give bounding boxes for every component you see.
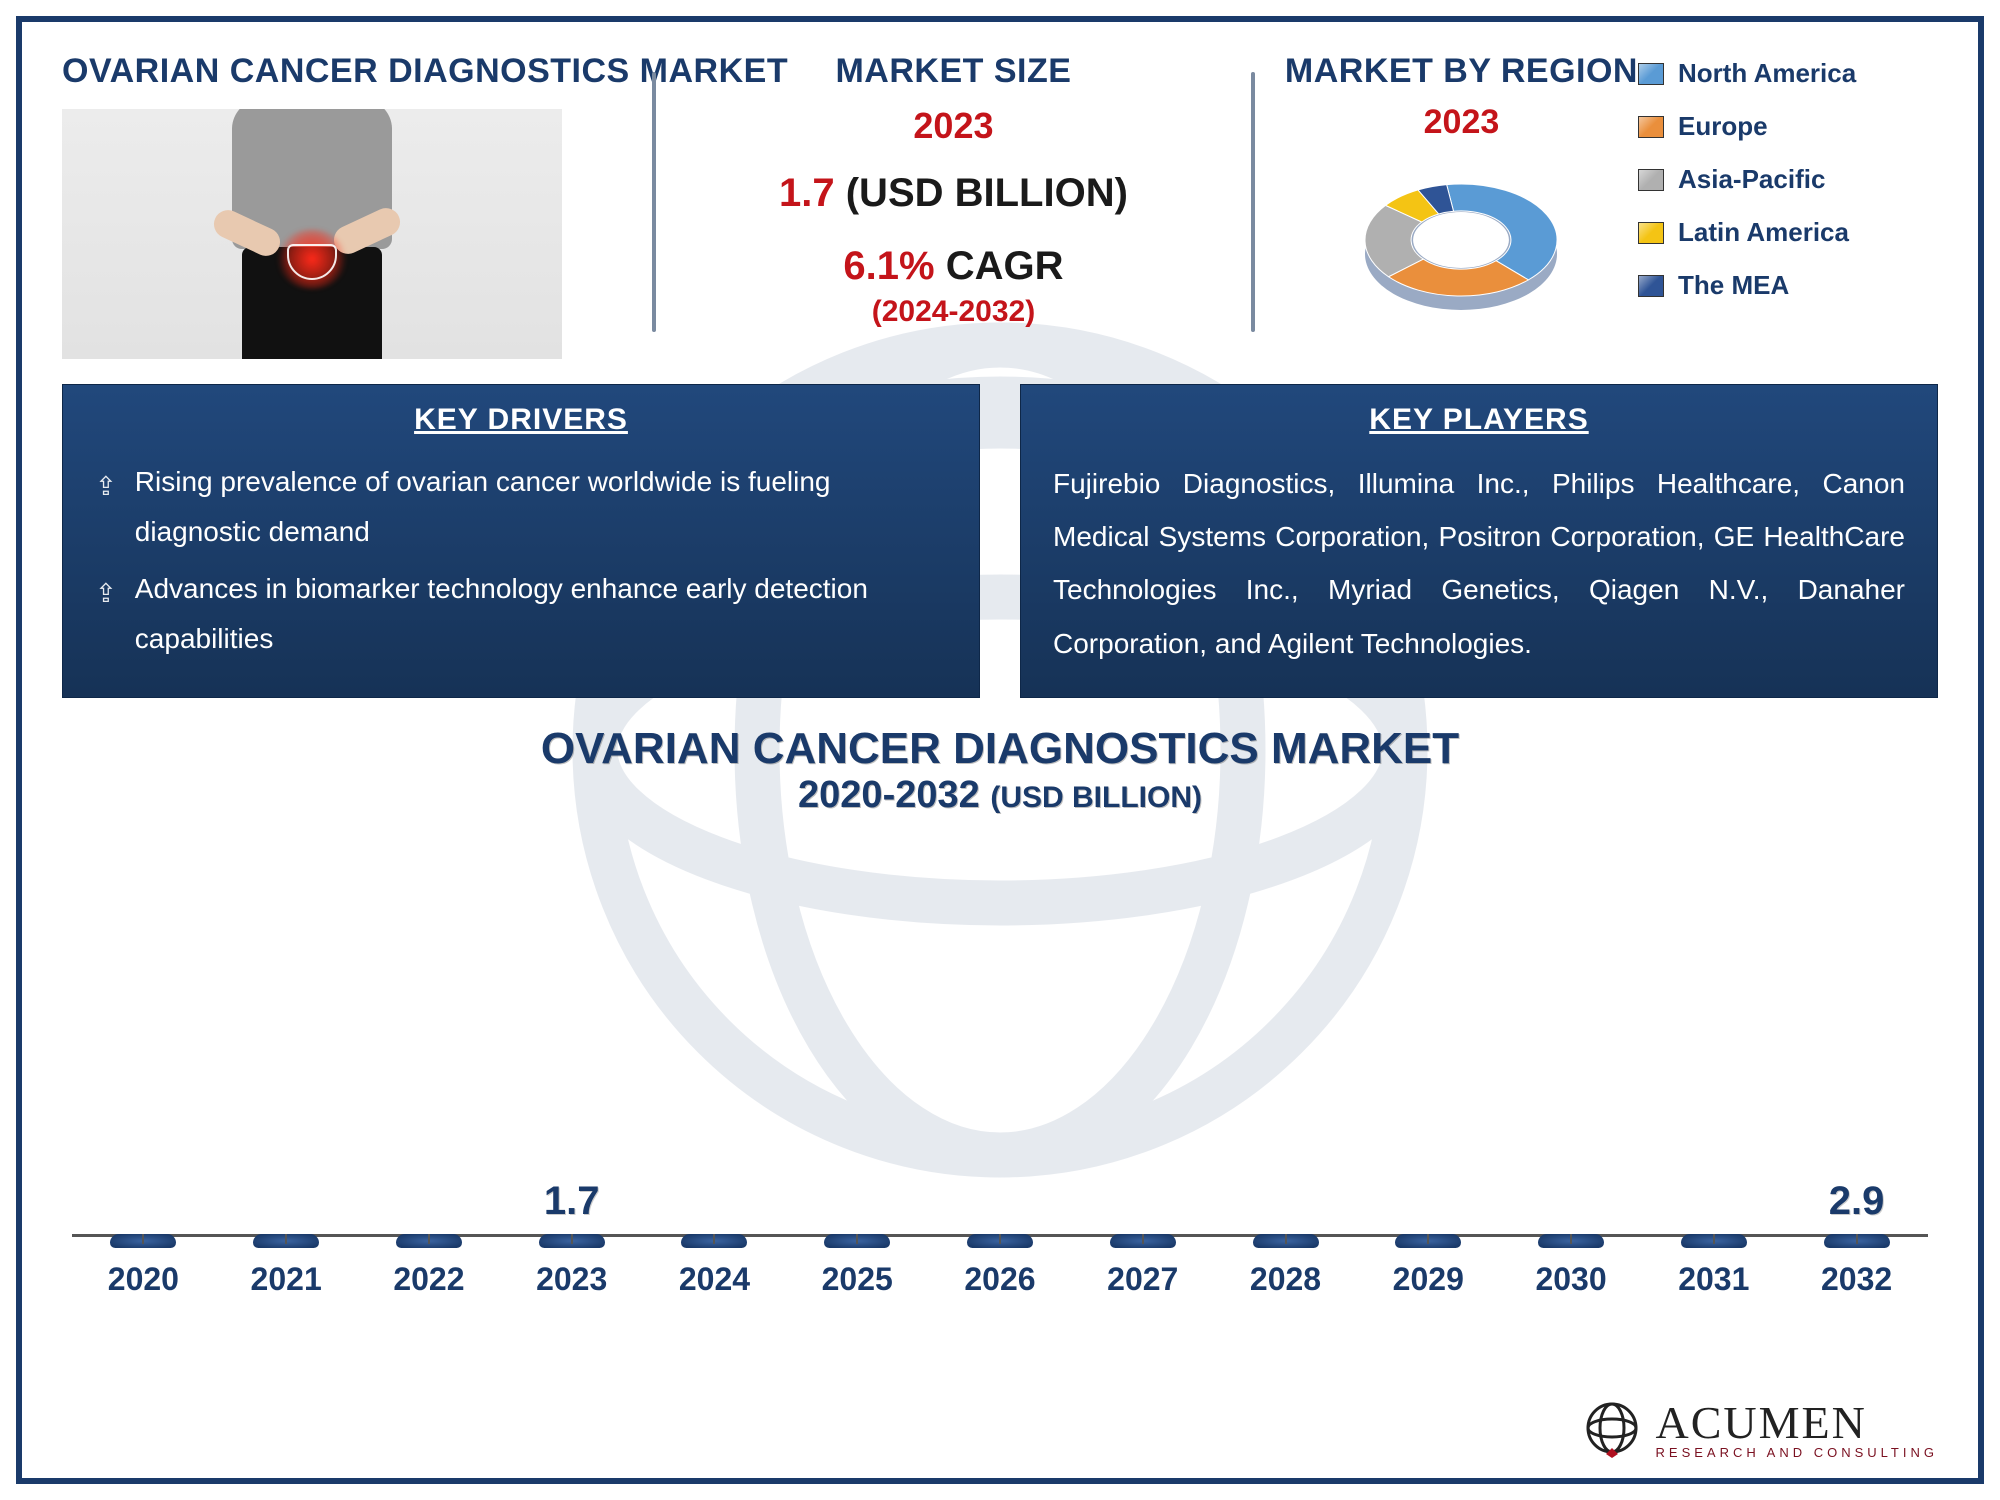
brand-name: ACUMEN <box>1656 1396 1938 1449</box>
divider <box>652 72 656 332</box>
x-axis-label: 2032 <box>1785 1247 1928 1307</box>
market-size-number: 1.7 <box>779 171 835 215</box>
chart-header: OVARIAN CANCER DIAGNOSTICS MARKET 2020-2… <box>62 724 1938 817</box>
infographic-frame: OVARIAN CANCER DIAGNOSTICS MARKET MARKET… <box>16 16 1984 1484</box>
axis-tick <box>1713 1234 1715 1244</box>
cagr-period: (2024-2032) <box>872 295 1035 329</box>
key-players-title: KEY PLAYERS <box>1053 403 1905 437</box>
legend-swatch <box>1638 222 1664 244</box>
cagr-value: 6.1% <box>843 244 934 288</box>
axis-tick <box>285 1234 287 1244</box>
key-drivers-panel: KEY DRIVERS ⇪ Rising prevalence of ovaria… <box>62 384 980 698</box>
legend-label: North America <box>1678 58 1856 89</box>
x-axis-label: 2023 <box>500 1247 643 1307</box>
key-drivers-title: KEY DRIVERS <box>95 403 947 437</box>
chart-title: OVARIAN CANCER DIAGNOSTICS MARKET <box>62 724 1938 774</box>
x-axis-label: 2022 <box>358 1247 501 1307</box>
page-title: OVARIAN CANCER DIAGNOSTICS MARKET <box>62 52 788 91</box>
market-size-unit: (USD BILLION) <box>846 171 1128 215</box>
bar-chart: 1.72.9 202020212022202320242025202620272… <box>72 837 1928 1307</box>
x-axis-label: 2029 <box>1357 1247 1500 1307</box>
legend-label: Latin America <box>1678 217 1849 248</box>
market-size-title: MARKET SIZE <box>835 52 1071 91</box>
chart-unit: (USD BILLION) <box>990 781 1202 814</box>
chart-subtitle: 2020-2032 (USD BILLION) <box>62 774 1938 817</box>
bullet-icon: ⇪ <box>95 570 117 617</box>
globe-icon <box>1582 1398 1642 1458</box>
axis-tick <box>856 1234 858 1244</box>
legend-label: Europe <box>1678 111 1768 142</box>
driver-text: Advances in biomarker technology enhance… <box>135 564 947 665</box>
axis-tick <box>999 1234 1001 1244</box>
bar-value-label: 1.7 <box>544 1179 600 1224</box>
x-axis-label: 2028 <box>1214 1247 1357 1307</box>
legend-swatch <box>1638 275 1664 297</box>
bar-value-label: 2.9 <box>1829 1179 1885 1224</box>
x-axis-label: 2031 <box>1642 1247 1785 1307</box>
divider <box>1251 72 1255 332</box>
mid-row: KEY DRIVERS ⇪ Rising prevalence of ovaria… <box>62 384 1938 698</box>
legend-item: Asia-Pacific <box>1638 164 1938 195</box>
x-axis-label: 2024 <box>643 1247 786 1307</box>
title-column: OVARIAN CANCER DIAGNOSTICS MARKET <box>62 52 622 359</box>
chart-range: 2020-2032 <box>798 774 980 816</box>
region-title: MARKET BY REGION <box>1285 52 1638 91</box>
legend-item: Latin America <box>1638 217 1938 248</box>
x-axis-label: 2025 <box>786 1247 929 1307</box>
legend-item: North America <box>1638 58 1938 89</box>
brand-logo: ACUMEN RESEARCH AND CONSULTING <box>1582 1396 1938 1460</box>
market-size-value: 1.7 (USD BILLION) <box>779 171 1128 216</box>
x-axis-label: 2027 <box>1071 1247 1214 1307</box>
axis-tick <box>713 1234 715 1244</box>
legend-item: The MEA <box>1638 270 1938 301</box>
driver-text: Rising prevalence of ovarian cancer worl… <box>135 457 947 558</box>
market-size-column: MARKET SIZE 2023 1.7 (USD BILLION) 6.1% … <box>686 52 1221 329</box>
bullet-icon: ⇪ <box>95 463 117 510</box>
x-axis-label: 2020 <box>72 1247 215 1307</box>
region-donut-chart <box>1346 152 1576 322</box>
axis-tick <box>1285 1234 1287 1244</box>
legend-swatch <box>1638 63 1664 85</box>
top-row: OVARIAN CANCER DIAGNOSTICS MARKET MARKET… <box>62 52 1938 372</box>
x-axis-label: 2026 <box>929 1247 1072 1307</box>
axis-tick <box>428 1234 430 1244</box>
legend-item: Europe <box>1638 111 1938 142</box>
axis-tick <box>1570 1234 1572 1244</box>
key-drivers-list: ⇪ Rising prevalence of ovarian cancer wor… <box>95 457 947 665</box>
legend-label: Asia-Pacific <box>1678 164 1825 195</box>
driver-item: ⇪ Advances in biomarker technology enhanc… <box>95 564 947 665</box>
legend-swatch <box>1638 116 1664 138</box>
hero-image <box>62 109 562 359</box>
axis-tick <box>142 1234 144 1244</box>
driver-item: ⇪ Rising prevalence of ovarian cancer wor… <box>95 457 947 558</box>
region-year: 2023 <box>1424 103 1500 142</box>
region-legend: North America Europe Asia-Pacific Latin Ame… <box>1638 52 1938 323</box>
market-size-year: 2023 <box>913 105 993 147</box>
axis-tick <box>1142 1234 1144 1244</box>
legend-label: The MEA <box>1678 270 1789 301</box>
x-axis-label: 2030 <box>1500 1247 1643 1307</box>
key-players-panel: KEY PLAYERS Fujirebio Diagnostics, Illum… <box>1020 384 1938 698</box>
axis-tick <box>1856 1234 1858 1244</box>
region-column: MARKET BY REGION 2023 North America Europ… <box>1285 52 1938 323</box>
key-players-text: Fujirebio Diagnostics, Illumina Inc., Ph… <box>1053 457 1905 670</box>
market-cagr: 6.1% CAGR <box>843 244 1063 289</box>
cagr-label: CAGR <box>946 244 1064 288</box>
chart-plot-area: 1.7 2.9 <box>72 837 1928 1237</box>
x-axis-label: 2021 <box>215 1247 358 1307</box>
brand-tagline: RESEARCH AND CONSULTING <box>1656 1445 1938 1460</box>
chart-x-axis: 2020202120222023202420252026202720282029… <box>72 1247 1928 1307</box>
legend-swatch <box>1638 169 1664 191</box>
axis-tick <box>1427 1234 1429 1244</box>
axis-tick <box>571 1234 573 1244</box>
